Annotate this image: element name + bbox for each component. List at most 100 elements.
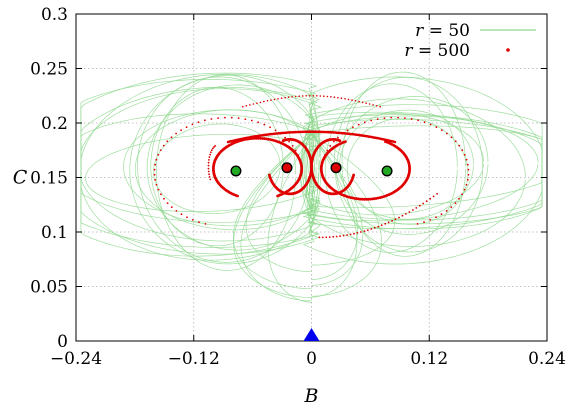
series-r500 (153, 95, 470, 239)
r500-point (360, 231, 362, 233)
r500-point (391, 219, 393, 222)
r500-point (356, 232, 359, 234)
r500-point (422, 202, 425, 205)
r500-point (325, 236, 328, 239)
r500-point (415, 207, 418, 209)
r50-trajectory-segment (134, 109, 322, 231)
r50-trajectory-segment (233, 133, 312, 298)
r500-point (352, 126, 354, 129)
r500-point (210, 118, 213, 120)
r500-point (294, 149, 297, 152)
r500-point (180, 213, 183, 216)
y-tick-label: 0.2 (41, 114, 68, 134)
r500-point (467, 168, 470, 171)
r500-point (270, 99, 272, 101)
green-fixed-point (381, 165, 393, 177)
r500-point (328, 236, 331, 239)
r500-point (160, 193, 162, 196)
r500-point (375, 105, 378, 107)
r500-point (208, 156, 211, 159)
r500-point (244, 118, 247, 120)
r500-point (213, 146, 215, 148)
r500-point (361, 197, 364, 201)
r500-point (259, 136, 262, 140)
r500-point (291, 96, 293, 98)
r500-point (214, 145, 217, 147)
r500-point (209, 178, 212, 181)
r500-point (249, 104, 251, 106)
x-tick-label: −0.12 (168, 349, 220, 369)
r500-point (319, 95, 322, 97)
r500-point (316, 95, 318, 97)
r500-point (441, 129, 443, 132)
fixed-points (230, 162, 393, 177)
r50-trajectory-segment (311, 133, 358, 298)
r500-point (416, 223, 419, 225)
r500-point (332, 235, 335, 238)
r50-trajectory-segment (232, 133, 312, 290)
r500-point (408, 211, 411, 213)
r50-trajectory-segment (303, 114, 543, 221)
r500-point (354, 100, 357, 102)
r500-point (380, 224, 383, 227)
y-tick-label: 0.3 (41, 5, 68, 25)
r500-point (450, 206, 453, 209)
r500-point (397, 116, 399, 119)
r500-point (208, 173, 211, 176)
r500-point (463, 188, 466, 191)
r500-point (312, 95, 315, 97)
r500-point (269, 126, 271, 129)
r500-point (263, 123, 266, 126)
r500-point (308, 95, 311, 97)
r500-point (370, 119, 373, 122)
r500-point (224, 116, 226, 119)
r500-point (347, 98, 350, 101)
r50-trajectory-segment (85, 133, 322, 212)
r50-trajectory-segment (123, 109, 321, 227)
origin-triangle-marker (303, 328, 320, 341)
r500-point (353, 232, 355, 235)
r500-point (288, 140, 290, 143)
r500-point (376, 118, 379, 120)
y-tick-label: 0 (57, 332, 68, 352)
r500-point (390, 116, 393, 119)
r500-point (368, 103, 371, 105)
r500-point (204, 119, 206, 122)
r500-point (175, 210, 178, 212)
r500-point (363, 121, 366, 124)
r500-point (154, 163, 157, 166)
r500-point (450, 136, 453, 139)
r500-point (155, 183, 158, 186)
r500-point (217, 117, 220, 119)
r500-point (208, 176, 211, 178)
r500-point (339, 235, 341, 238)
r500-point (154, 178, 157, 181)
r500-point (273, 98, 276, 101)
r500-point (305, 95, 308, 97)
r500-point (298, 95, 301, 97)
r500-point (326, 95, 329, 98)
r500-point (207, 167, 210, 170)
r500-point (384, 222, 387, 225)
r500-point (461, 193, 463, 196)
r500-point (370, 228, 373, 230)
green-fixed-point (230, 165, 242, 177)
r500-point (454, 202, 457, 205)
r500-point (373, 226, 376, 229)
y-tick-label: 0.25 (30, 60, 68, 80)
r500-point (351, 99, 353, 101)
r500-point (410, 118, 413, 120)
r500-point (274, 129, 277, 132)
r500-point (159, 149, 162, 152)
r500-point (198, 221, 200, 224)
r50-trajectory-segment (240, 133, 312, 302)
r500-point (412, 209, 414, 211)
r500-point (429, 197, 432, 200)
r50-trajectory-segment (334, 77, 483, 253)
r500-point (372, 104, 374, 106)
r500-point (252, 103, 255, 105)
r500-point (294, 95, 297, 98)
r500-point (301, 95, 304, 97)
r500-point (259, 101, 262, 104)
r500-point (346, 234, 348, 236)
